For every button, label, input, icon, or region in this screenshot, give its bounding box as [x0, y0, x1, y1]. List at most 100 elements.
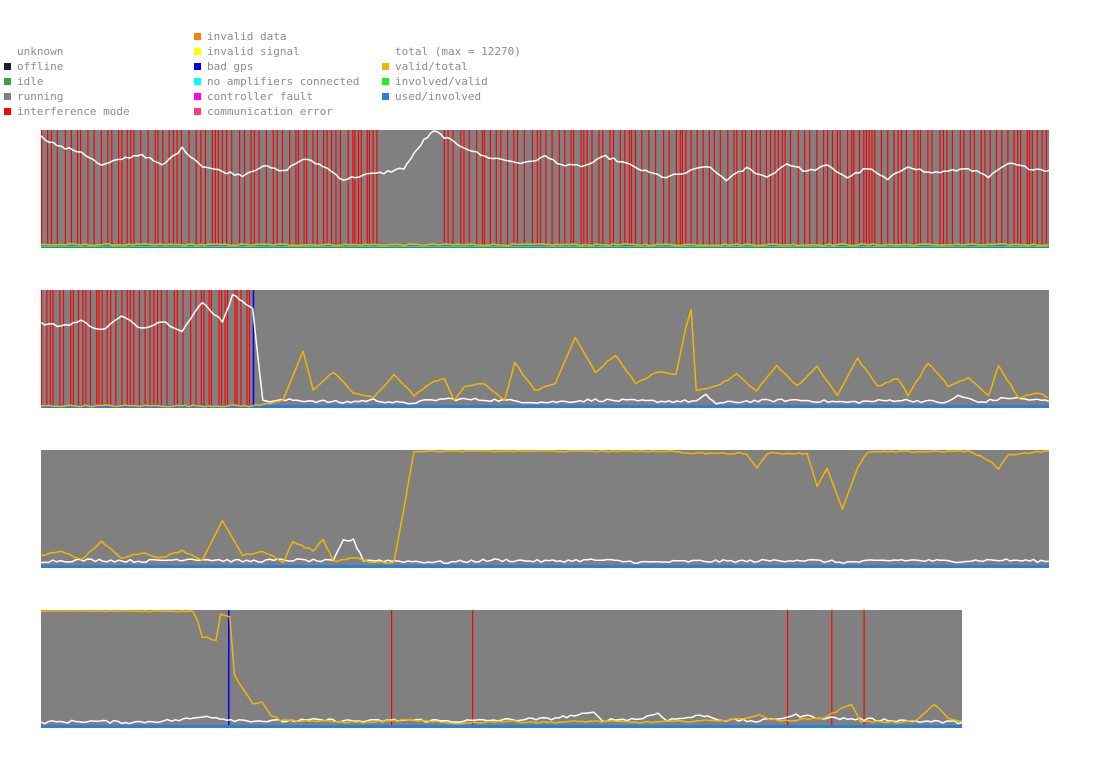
- interference-mark: [41, 290, 43, 408]
- legend: unknown offline idle running interference mo…: [0, 0, 1095, 125]
- interference-mark: [56, 130, 58, 248]
- interference-mark: [868, 130, 870, 248]
- interference-mark: [1031, 130, 1033, 248]
- interference-mark: [126, 130, 128, 248]
- interference-mark: [306, 130, 308, 248]
- interference-mark: [210, 290, 212, 408]
- interference-mark: [243, 130, 246, 248]
- interference-mark: [347, 130, 349, 248]
- interference-mark: [168, 130, 170, 248]
- interference-mark: [572, 130, 575, 248]
- interference-mark: [586, 130, 588, 248]
- interference-mark: [360, 130, 362, 248]
- interference-mark: [755, 130, 757, 248]
- bad-gps-mark: [228, 610, 230, 728]
- interference-mark: [272, 130, 274, 248]
- interference-mark: [46, 290, 48, 408]
- interference-mark: [863, 610, 865, 728]
- interference-mark: [816, 130, 818, 248]
- interference-mark: [598, 130, 600, 248]
- state-background-running: [41, 450, 1049, 568]
- interference-mark: [744, 130, 747, 248]
- interference-mark: [98, 290, 100, 408]
- legend-swatch: [194, 108, 201, 115]
- interference-mark: [751, 130, 753, 248]
- interference-mark: [76, 130, 79, 248]
- interference-mark: [111, 130, 113, 248]
- interference-mark: [887, 130, 889, 248]
- interference-mark: [93, 130, 95, 248]
- legend-swatch: [4, 63, 11, 70]
- interference-mark: [173, 290, 175, 408]
- interference-mark: [1013, 130, 1015, 248]
- interference-mark: [80, 130, 82, 248]
- interference-mark: [500, 130, 502, 248]
- interference-mark: [564, 130, 566, 248]
- interference-mark: [85, 290, 87, 408]
- legend-label: unknown: [17, 45, 64, 58]
- interference-mark: [133, 130, 135, 248]
- interference-mark: [702, 130, 704, 248]
- legend-label: invalid signal: [207, 45, 300, 58]
- interference-mark: [839, 130, 841, 248]
- interference-mark: [1020, 130, 1022, 248]
- interference-mark: [784, 130, 786, 248]
- interference-mark: [853, 130, 855, 248]
- interference-mark: [452, 130, 454, 248]
- interference-marks: [391, 610, 865, 728]
- interference-mark: [893, 130, 895, 248]
- legend-label: total (max = 12270): [395, 45, 521, 58]
- interference-mark: [376, 130, 378, 248]
- legend-item-idle: idle: [4, 74, 130, 89]
- interference-mark: [619, 130, 621, 248]
- interference-mark: [211, 130, 213, 248]
- interference-mark: [110, 290, 112, 408]
- interference-mark: [226, 130, 228, 248]
- interference-mark: [107, 130, 109, 248]
- legend-item-running: running: [4, 89, 130, 104]
- interference-mark: [366, 130, 368, 248]
- interference-mark: [368, 130, 370, 248]
- interference-mark: [851, 130, 853, 248]
- state-background-running: [41, 290, 1049, 408]
- interference-mark: [147, 130, 149, 248]
- interference-mark: [190, 290, 192, 408]
- interference-mark: [804, 130, 806, 248]
- series-total-line: [40, 711, 963, 725]
- interference-mark: [121, 290, 123, 408]
- legend-label: invalid data: [207, 30, 287, 43]
- interference-mark: [690, 130, 692, 248]
- interference-mark: [696, 130, 698, 248]
- legend-swatch: [4, 108, 11, 115]
- interference-mark: [919, 130, 922, 248]
- interference-mark: [516, 130, 519, 248]
- legend-item-total-max-12270: total (max = 12270): [382, 44, 521, 59]
- interference-mark: [330, 130, 333, 248]
- interference-mark: [1026, 130, 1028, 248]
- interference-mark: [536, 130, 538, 248]
- interference-mark: [140, 130, 142, 248]
- interference-mark: [153, 290, 155, 408]
- interference-mark: [831, 130, 834, 248]
- interference-mark: [224, 290, 226, 408]
- legend-swatch: [382, 93, 389, 100]
- interference-mark: [797, 130, 799, 248]
- legend-item-invalid-data: invalid data: [194, 29, 359, 44]
- interference-mark: [276, 130, 278, 248]
- interference-mark: [281, 130, 284, 248]
- interference-mark: [221, 130, 223, 248]
- interference-mark: [239, 130, 241, 248]
- interference-mark: [59, 290, 61, 408]
- legend-swatch: [382, 63, 389, 70]
- interference-mark: [489, 130, 491, 248]
- interference-mark: [52, 290, 54, 408]
- interference-mark: [236, 290, 238, 408]
- interference-mark: [101, 290, 103, 408]
- interference-mark: [253, 130, 255, 248]
- interference-mark: [303, 130, 305, 248]
- interference-mark: [539, 130, 542, 248]
- legend-label: controller fault: [207, 90, 313, 103]
- interference-mark: [100, 130, 102, 248]
- legend-label: bad gps: [207, 60, 254, 73]
- interference-mark: [827, 130, 829, 248]
